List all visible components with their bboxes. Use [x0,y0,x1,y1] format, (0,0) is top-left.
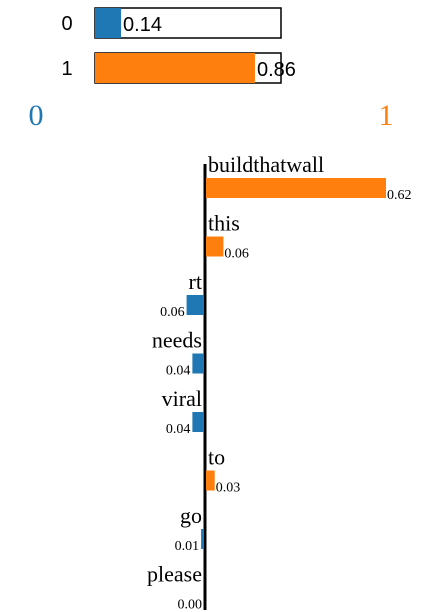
word-bar [206,178,386,198]
word-bar [192,412,204,432]
prob-class-label-1: 1 [61,58,72,80]
prob-bar-1 [95,53,255,83]
word-label: to [208,445,225,470]
prediction-probabilities: 0 0.14 1 0.86 [61,7,296,84]
word-bar [186,295,204,315]
word-label: this [208,211,240,236]
prob-bar-0 [95,8,122,38]
word-bar [206,236,224,257]
word-label: rt [189,269,202,294]
prob-class-label-0: 0 [61,13,72,35]
word-weight-label: 0.00 [178,598,203,612]
word-weights: buildthatwall 0.62 this 0.06 rt 0.06 needs 0.04… [147,152,411,612]
prob-value-1: 0.86 [257,59,296,81]
word-weight-label: 0.62 [387,188,412,203]
class-0-heading: 0 [29,99,44,132]
word-weight-label: 0.04 [166,422,191,437]
word-weight-label: 0.03 [216,481,241,496]
word-weight-label: 0.01 [175,539,200,554]
word-weight-label: 0.06 [160,305,185,320]
word-label: buildthatwall [208,152,324,177]
word-label: please [147,562,202,587]
word-label: viral [162,386,202,411]
class-1-heading: 1 [379,99,394,132]
word-bar [201,529,204,549]
word-weight-label: 0.04 [166,364,191,379]
word-label: needs [152,328,202,353]
word-weight-label: 0.06 [224,247,249,262]
word-bar [192,353,204,374]
prob-value-0: 0.14 [123,14,162,36]
word-bar [206,470,215,491]
word-label: go [180,503,202,528]
